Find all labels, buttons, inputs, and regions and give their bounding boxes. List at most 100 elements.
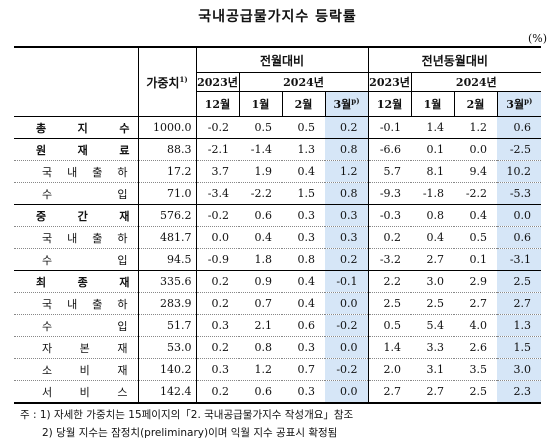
- value-cell: 0.3: [282, 226, 325, 249]
- month-3-mom: 3월p): [325, 91, 369, 117]
- value-cell: -0.2: [196, 204, 239, 227]
- month-2-mom: 2월: [282, 91, 326, 117]
- value-cell: 0.5: [297, 121, 316, 134]
- yoy-header: 전년동월대비: [368, 46, 542, 73]
- value-cell: 0.2: [196, 292, 239, 315]
- table-row: 자 본 재 53.0 0.2 0.8 0.3 0.0 1.4 3.3 2.6 1.5: [14, 336, 542, 359]
- value-cell: -3.2: [379, 253, 402, 266]
- value-cell: -2.5: [497, 138, 542, 161]
- value-cell: 1.2: [239, 358, 282, 381]
- value-cell: 9.4: [454, 160, 498, 183]
- value-cell: 1.5: [497, 336, 542, 359]
- value-cell: 0.5: [454, 226, 498, 249]
- value-cell: 0.0: [325, 292, 369, 315]
- value-cell: 0.9: [239, 270, 282, 293]
- row-label: 수 입: [14, 182, 139, 205]
- value-cell: 1.2: [325, 160, 369, 183]
- value-cell: 8.1: [411, 160, 455, 183]
- value-cell: -0.2: [325, 314, 369, 337]
- value-cell: -1.8: [422, 187, 445, 200]
- value-cell: 0.1: [411, 138, 455, 161]
- weight-cell: 142.4: [138, 380, 197, 404]
- row-label: 수 입: [14, 314, 139, 337]
- table-row: 수 입 71.0 -3.4 -2.2 1.5 0.8 -9.3 -1.8 -2.2 -5.3: [14, 182, 542, 205]
- table-row: 수 입 94.5 -0.9 1.8 0.8 0.2 -3.2 2.7 0.1 -3.1: [14, 248, 542, 271]
- value-cell: 0.8: [411, 204, 455, 227]
- value-cell: 2.6: [454, 336, 498, 359]
- value-cell: -0.3: [368, 204, 412, 227]
- weight-cell: 51.7: [138, 314, 197, 337]
- value-cell: 2.5: [411, 292, 455, 315]
- value-cell: 1.8: [254, 253, 273, 266]
- value-cell: 0.4: [282, 292, 325, 315]
- footnote-2: 2) 당월 지수는 잠정치(preliminary)이며 익월 지수 공표시 확…: [42, 427, 338, 439]
- value-cell: -3.4: [207, 187, 229, 200]
- table-row: 원 재 료 88.3 -2.1 -1.4 1.3 0.8 -6.6 0.1 0.0 -2.5: [14, 138, 542, 161]
- value-cell: 0.8: [325, 182, 369, 205]
- value-cell: 0.2: [368, 226, 412, 249]
- value-cell: 0.4: [239, 226, 282, 249]
- month-12-mom: 12월: [196, 91, 240, 117]
- table-row: 최 종 재 335.6 0.2 0.9 0.4 -0.1 2.2 3.0 2.9 2.5: [14, 270, 542, 293]
- row-label: 총 지 수: [14, 116, 139, 139]
- value-cell: 2.3: [497, 380, 542, 404]
- value-cell: 0.0: [325, 380, 369, 404]
- value-cell: 1.5: [297, 187, 316, 200]
- table-row: 국 내 출 하 481.7 0.0 0.4 0.3 0.3 0.2 0.4 0.5 0.6: [14, 226, 542, 249]
- value-cell: 2.7: [426, 253, 445, 266]
- value-cell: -6.6: [368, 138, 412, 161]
- table-row: 국 내 출 하 17.2 3.7 1.9 0.4 1.2 5.7 8.1 9.4 10.2: [14, 160, 542, 183]
- value-cell: 0.6: [497, 116, 542, 139]
- weight-cell: 481.7: [138, 226, 197, 249]
- footnotes: 주 : 1) 자세한 가중치는 15페이지의「2. 국내공급물가지수 작성개요」…: [20, 406, 353, 442]
- mom-header: 전월대비: [196, 46, 369, 73]
- weight-cell: 53.0: [138, 336, 197, 359]
- value-cell: 2.5: [454, 380, 498, 404]
- value-cell: -2.2: [250, 187, 272, 200]
- table-row: 총 지 수 1000.0 -0.2 0.5 0.5 0.2 -0.1 1.4 1.2 0.6: [14, 116, 542, 139]
- value-cell: 2.7: [411, 380, 455, 404]
- weight-cell: 94.5: [138, 248, 197, 271]
- value-cell: 0.5: [254, 121, 273, 134]
- value-cell: 3.7: [196, 160, 239, 183]
- value-cell: 0.3: [325, 204, 369, 227]
- value-cell: 2.0: [368, 358, 412, 381]
- row-label: 국 내 출 하: [14, 292, 139, 315]
- value-cell: 0.4: [454, 204, 498, 227]
- year-2023-mom: 2023년: [196, 72, 240, 92]
- value-cell: 0.2: [196, 380, 239, 404]
- value-cell: -9.3: [379, 187, 402, 200]
- weight-cell: 17.2: [138, 160, 197, 183]
- year-2024-mom: 2024년: [239, 72, 369, 92]
- value-cell: 0.4: [411, 226, 455, 249]
- month-3-yoy: 3월p): [497, 91, 542, 117]
- value-cell: 0.3: [196, 314, 239, 337]
- value-cell: 1.4: [426, 121, 445, 134]
- value-cell: 0.4: [282, 160, 325, 183]
- weight-cell: 71.0: [138, 182, 197, 205]
- value-cell: 0.0: [454, 138, 498, 161]
- value-cell: 1.2: [469, 121, 488, 134]
- value-cell: 2.9: [454, 270, 498, 293]
- row-label: 최 종 재: [14, 270, 139, 293]
- weight-cell: 1000.0: [138, 116, 197, 139]
- value-cell: 0.2: [196, 336, 239, 359]
- value-cell: 1.3: [282, 138, 325, 161]
- value-cell: 0.3: [282, 204, 325, 227]
- value-cell: 0.8: [297, 253, 316, 266]
- value-cell: 5.4: [411, 314, 455, 337]
- row-label: 중 간 재: [14, 204, 139, 227]
- month-1-yoy: 1월: [411, 91, 455, 117]
- value-cell: 2.7: [368, 380, 412, 404]
- value-cell: 2.1: [239, 314, 282, 337]
- year-2024-yoy: 2024년: [411, 72, 542, 92]
- value-cell: -0.2: [207, 121, 229, 134]
- weight-cell: 283.9: [138, 292, 197, 315]
- value-cell: 0.7: [282, 358, 325, 381]
- value-cell: 3.0: [411, 270, 455, 293]
- value-cell: -2.1: [196, 138, 239, 161]
- price-index-table: 가중치1) 전월대비 전년동월대비 2023년 2024년 2023년 2024…: [14, 46, 542, 404]
- weight-cell: 88.3: [138, 138, 197, 161]
- value-cell: -0.1: [379, 121, 402, 134]
- value-cell: 2.7: [454, 292, 498, 315]
